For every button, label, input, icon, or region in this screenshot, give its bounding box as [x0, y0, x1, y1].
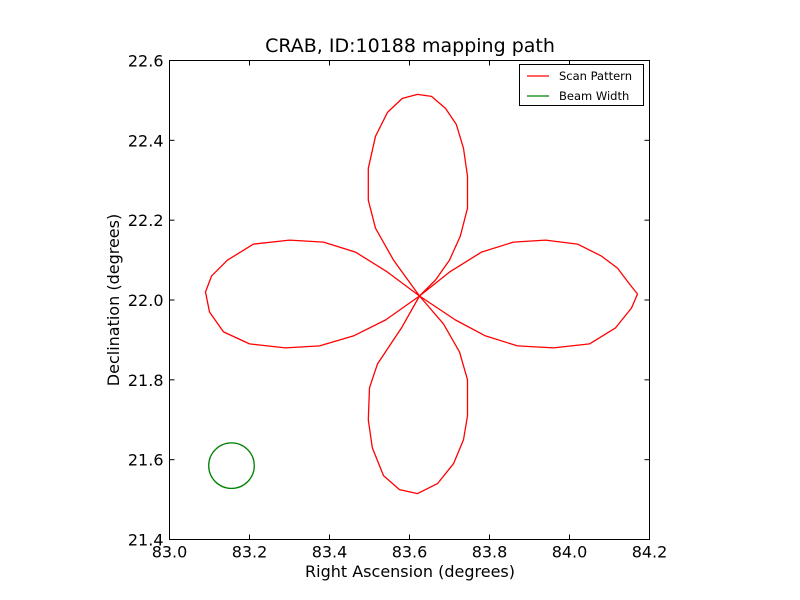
series-scan-pattern-line: [204, 93, 639, 495]
series-layer: [204, 93, 639, 495]
y-tick-label: 21.8: [128, 371, 164, 390]
x-tick-label: 84.0: [552, 543, 588, 562]
x-tick-label: 84.2: [632, 543, 668, 562]
y-tick-label: 21.4: [128, 531, 164, 550]
y-tick-label: 22.2: [128, 211, 164, 230]
legend-label-scan-pattern: Scan Pattern: [559, 69, 632, 83]
legend: Scan Pattern Beam Width: [519, 64, 644, 106]
plot-area: [169, 60, 650, 540]
y-tick-label: 22.6: [128, 52, 164, 71]
x-axis-label: Right Ascension (degrees): [305, 562, 515, 581]
x-tick-label: 83.2: [232, 543, 268, 562]
x-tick-label: 83.6: [392, 543, 428, 562]
legend-label-beam-width: Beam Width: [559, 89, 629, 103]
series-beam-width-circle: [208, 442, 255, 490]
x-tick-label: 83.4: [312, 543, 348, 562]
x-tick-label: 83.8: [472, 543, 508, 562]
y-tick-label: 22.4: [128, 131, 164, 150]
y-tick-label: 21.6: [128, 451, 164, 470]
ticks-layer: 83.0 83.2 83.4 83.6 83.8 84.0 84.2 21.4 21.6 21.8…: [128, 52, 667, 562]
y-axis-label: Declination (degrees): [104, 214, 123, 386]
x-tick-label: 83.0: [152, 543, 188, 562]
chart-title: CRAB, ID:10188 mapping path: [265, 35, 555, 57]
y-tick-label: 22.0: [128, 291, 164, 310]
plot-frame: [169, 60, 650, 540]
legend-frame: [519, 64, 644, 106]
